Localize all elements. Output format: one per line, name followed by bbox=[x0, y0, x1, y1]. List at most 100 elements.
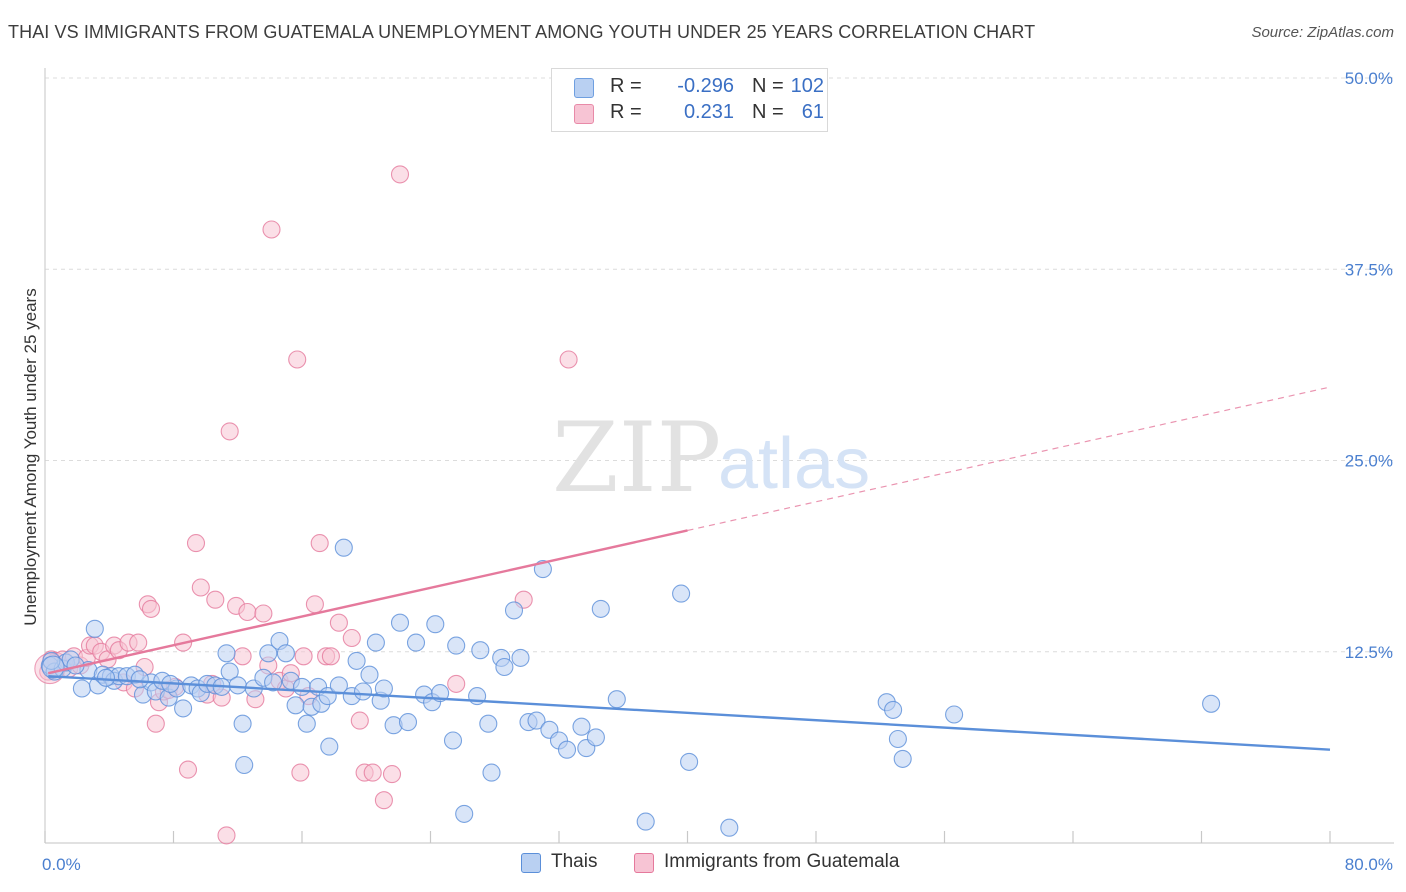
data-point bbox=[262, 220, 281, 239]
data-point bbox=[146, 714, 165, 733]
data-point bbox=[366, 633, 385, 652]
data-point bbox=[85, 619, 104, 638]
data-point bbox=[406, 633, 426, 652]
data-point bbox=[636, 812, 655, 831]
data-point bbox=[96, 668, 116, 687]
data-point bbox=[884, 700, 903, 719]
data-point bbox=[482, 763, 501, 782]
data-point bbox=[893, 749, 912, 768]
y-tick-label: 25.0% bbox=[1345, 452, 1393, 471]
data-point bbox=[495, 657, 514, 677]
data-point bbox=[233, 647, 252, 666]
series-label-guatemala: Immigrants from Guatemala bbox=[664, 851, 900, 872]
trend-line-guatemala bbox=[47, 529, 688, 675]
data-point bbox=[888, 729, 907, 749]
data-point bbox=[607, 690, 626, 709]
data-point bbox=[447, 636, 466, 655]
series-swatch-thais bbox=[521, 853, 541, 873]
data-point bbox=[374, 679, 393, 698]
data-point bbox=[672, 584, 691, 603]
trend-lines bbox=[47, 386, 1331, 751]
data-point bbox=[217, 644, 236, 663]
data-point bbox=[504, 601, 524, 620]
data-point bbox=[292, 677, 312, 696]
data-point bbox=[591, 599, 610, 618]
data-point bbox=[186, 534, 206, 553]
data-point bbox=[680, 752, 699, 771]
data-point bbox=[329, 613, 348, 632]
legend-n-value: 102 bbox=[790, 75, 824, 97]
data-point bbox=[264, 673, 283, 692]
data-point bbox=[559, 350, 578, 369]
y-tick-label: 12.5% bbox=[1345, 643, 1393, 662]
legend-r-label: R = bbox=[610, 75, 642, 97]
source-credit: Source: ZipAtlas.com bbox=[1251, 24, 1394, 41]
legend-n-value: 61 bbox=[801, 101, 824, 123]
data-point bbox=[455, 804, 474, 823]
data-point bbox=[288, 350, 307, 369]
data-point bbox=[238, 602, 257, 622]
data-point bbox=[254, 604, 273, 623]
correlation-legend: R = -0.296 N = 102 R = 0.231 N = 61 bbox=[551, 68, 828, 132]
data-point bbox=[557, 740, 577, 759]
data-point bbox=[174, 699, 193, 718]
watermark: ZIP atlas bbox=[552, 402, 870, 514]
data-point bbox=[334, 538, 353, 557]
data-point bbox=[217, 826, 236, 845]
data-point bbox=[220, 422, 239, 441]
data-point bbox=[310, 534, 329, 553]
series-swatch-guatemala bbox=[634, 853, 654, 873]
legend-swatch-thais bbox=[574, 78, 594, 98]
data-point bbox=[572, 717, 591, 736]
data-point bbox=[294, 647, 313, 666]
data-point bbox=[471, 641, 490, 660]
data-point bbox=[1202, 694, 1221, 713]
data-point bbox=[297, 714, 316, 733]
data-point bbox=[390, 165, 410, 184]
data-point bbox=[527, 711, 546, 730]
axes bbox=[44, 68, 1394, 844]
data-point-cluster bbox=[41, 655, 65, 679]
watermark-zip: ZIP bbox=[552, 402, 721, 514]
legend-swatch-guatemala bbox=[574, 104, 594, 124]
data-point bbox=[347, 651, 366, 670]
data-point bbox=[305, 595, 324, 614]
data-point bbox=[228, 676, 247, 695]
data-point bbox=[291, 763, 310, 782]
legend-n-label: N = bbox=[752, 101, 784, 123]
data-point bbox=[220, 662, 239, 681]
data-point bbox=[363, 763, 382, 782]
series-label-thais: Thais bbox=[551, 851, 598, 872]
data-point bbox=[390, 613, 410, 632]
data-point bbox=[511, 648, 530, 667]
trend-line-thais bbox=[48, 675, 1331, 751]
data-point bbox=[374, 791, 393, 810]
data-point bbox=[276, 644, 295, 663]
data-point bbox=[443, 731, 463, 750]
data-point bbox=[350, 711, 369, 730]
data-point bbox=[426, 615, 445, 634]
data-point bbox=[720, 818, 739, 837]
data-point bbox=[321, 647, 340, 666]
y-tick-label: 50.0% bbox=[1345, 69, 1393, 88]
data-point bbox=[233, 714, 252, 733]
y-axis-label: Unemployment Among Youth under 25 years bbox=[21, 288, 40, 625]
guatemala-points bbox=[34, 165, 578, 845]
data-point bbox=[235, 755, 254, 775]
legend-r-value: 0.231 bbox=[683, 101, 734, 123]
legend-n-label: N = bbox=[752, 75, 784, 97]
data-point bbox=[206, 590, 225, 609]
data-point bbox=[342, 628, 361, 648]
data-point bbox=[129, 633, 148, 652]
data-point bbox=[586, 728, 605, 747]
data-point bbox=[353, 682, 373, 701]
thais-points bbox=[40, 538, 1221, 837]
series-legend: Thais Immigrants from Guatemala bbox=[0, 850, 1406, 878]
y-tick-label: 37.5% bbox=[1345, 260, 1393, 279]
data-point bbox=[191, 578, 210, 597]
watermark-atlas: atlas bbox=[718, 424, 870, 504]
chart-title: THAI VS IMMIGRANTS FROM GUATEMALA UNEMPL… bbox=[8, 22, 1036, 42]
data-point bbox=[141, 599, 161, 618]
data-point bbox=[178, 760, 198, 779]
